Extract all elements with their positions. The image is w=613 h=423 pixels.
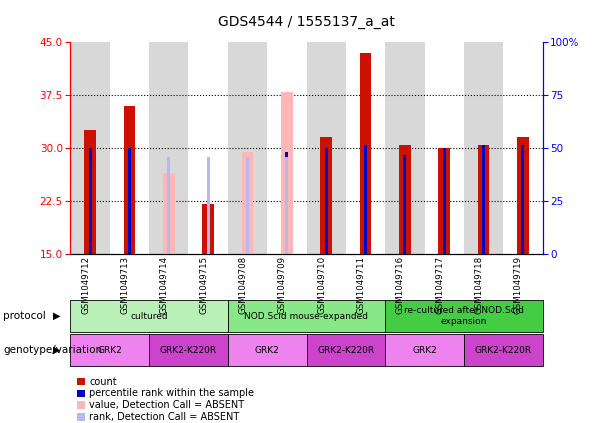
Text: GRK2: GRK2 xyxy=(412,346,437,354)
Bar xyxy=(443,148,446,254)
Text: protocol: protocol xyxy=(3,311,46,321)
Bar xyxy=(364,145,367,254)
Bar xyxy=(128,148,131,254)
Bar xyxy=(403,155,406,254)
Text: GSM1049717: GSM1049717 xyxy=(435,256,444,314)
Text: GSM1049719: GSM1049719 xyxy=(514,256,523,314)
Bar xyxy=(124,106,135,254)
Bar xyxy=(399,145,411,254)
Text: cultured: cultured xyxy=(131,312,168,321)
Bar xyxy=(228,42,267,254)
Text: genotype/variation: genotype/variation xyxy=(3,345,102,355)
Bar xyxy=(281,92,293,254)
Text: GSM1049715: GSM1049715 xyxy=(199,256,208,314)
Text: GSM1049709: GSM1049709 xyxy=(278,256,287,314)
Bar xyxy=(385,42,424,254)
Text: ▶: ▶ xyxy=(53,345,61,355)
Bar xyxy=(424,42,464,254)
Bar xyxy=(286,151,288,254)
Bar xyxy=(360,53,371,254)
Bar xyxy=(464,42,503,254)
Bar xyxy=(84,130,96,254)
Text: GSM1049714: GSM1049714 xyxy=(160,256,169,314)
Bar xyxy=(286,157,288,254)
Bar xyxy=(202,204,214,254)
Bar xyxy=(246,157,249,254)
Bar xyxy=(242,151,253,254)
Text: count: count xyxy=(89,376,117,387)
Bar xyxy=(163,173,175,254)
Bar xyxy=(267,42,306,254)
Text: value, Detection Call = ABSENT: value, Detection Call = ABSENT xyxy=(89,400,245,410)
Bar xyxy=(482,145,485,254)
Bar xyxy=(167,157,170,254)
Bar xyxy=(149,42,189,254)
Text: GSM1049710: GSM1049710 xyxy=(317,256,326,314)
Text: GSM1049718: GSM1049718 xyxy=(474,256,484,314)
Bar xyxy=(517,137,529,254)
Text: GRK2: GRK2 xyxy=(97,346,122,354)
Bar xyxy=(70,42,110,254)
Text: percentile rank within the sample: percentile rank within the sample xyxy=(89,388,254,398)
Bar xyxy=(306,42,346,254)
Text: GSM1049708: GSM1049708 xyxy=(238,256,248,314)
Text: re-cultured after NOD.Scid
expansion: re-cultured after NOD.Scid expansion xyxy=(404,307,524,326)
Bar xyxy=(320,137,332,254)
Bar xyxy=(89,148,91,254)
Text: GRK2-K220R: GRK2-K220R xyxy=(318,346,375,354)
Bar xyxy=(325,148,327,254)
Text: GSM1049712: GSM1049712 xyxy=(81,256,90,314)
Text: NOD.Scid mouse-expanded: NOD.Scid mouse-expanded xyxy=(245,312,368,321)
Text: GSM1049711: GSM1049711 xyxy=(357,256,365,314)
Text: rank, Detection Call = ABSENT: rank, Detection Call = ABSENT xyxy=(89,412,240,422)
Text: GRK2-K220R: GRK2-K220R xyxy=(474,346,531,354)
Text: GRK2-K220R: GRK2-K220R xyxy=(160,346,217,354)
Bar xyxy=(189,42,228,254)
Text: GDS4544 / 1555137_a_at: GDS4544 / 1555137_a_at xyxy=(218,15,395,29)
Text: GRK2: GRK2 xyxy=(255,346,280,354)
Text: ▶: ▶ xyxy=(53,311,61,321)
Bar xyxy=(478,145,489,254)
Bar xyxy=(110,42,149,254)
Bar xyxy=(207,157,210,254)
Text: GSM1049716: GSM1049716 xyxy=(396,256,405,314)
Text: GSM1049713: GSM1049713 xyxy=(121,256,129,314)
Bar xyxy=(346,42,385,254)
Bar xyxy=(503,42,543,254)
Bar xyxy=(522,145,524,254)
Bar xyxy=(438,148,450,254)
